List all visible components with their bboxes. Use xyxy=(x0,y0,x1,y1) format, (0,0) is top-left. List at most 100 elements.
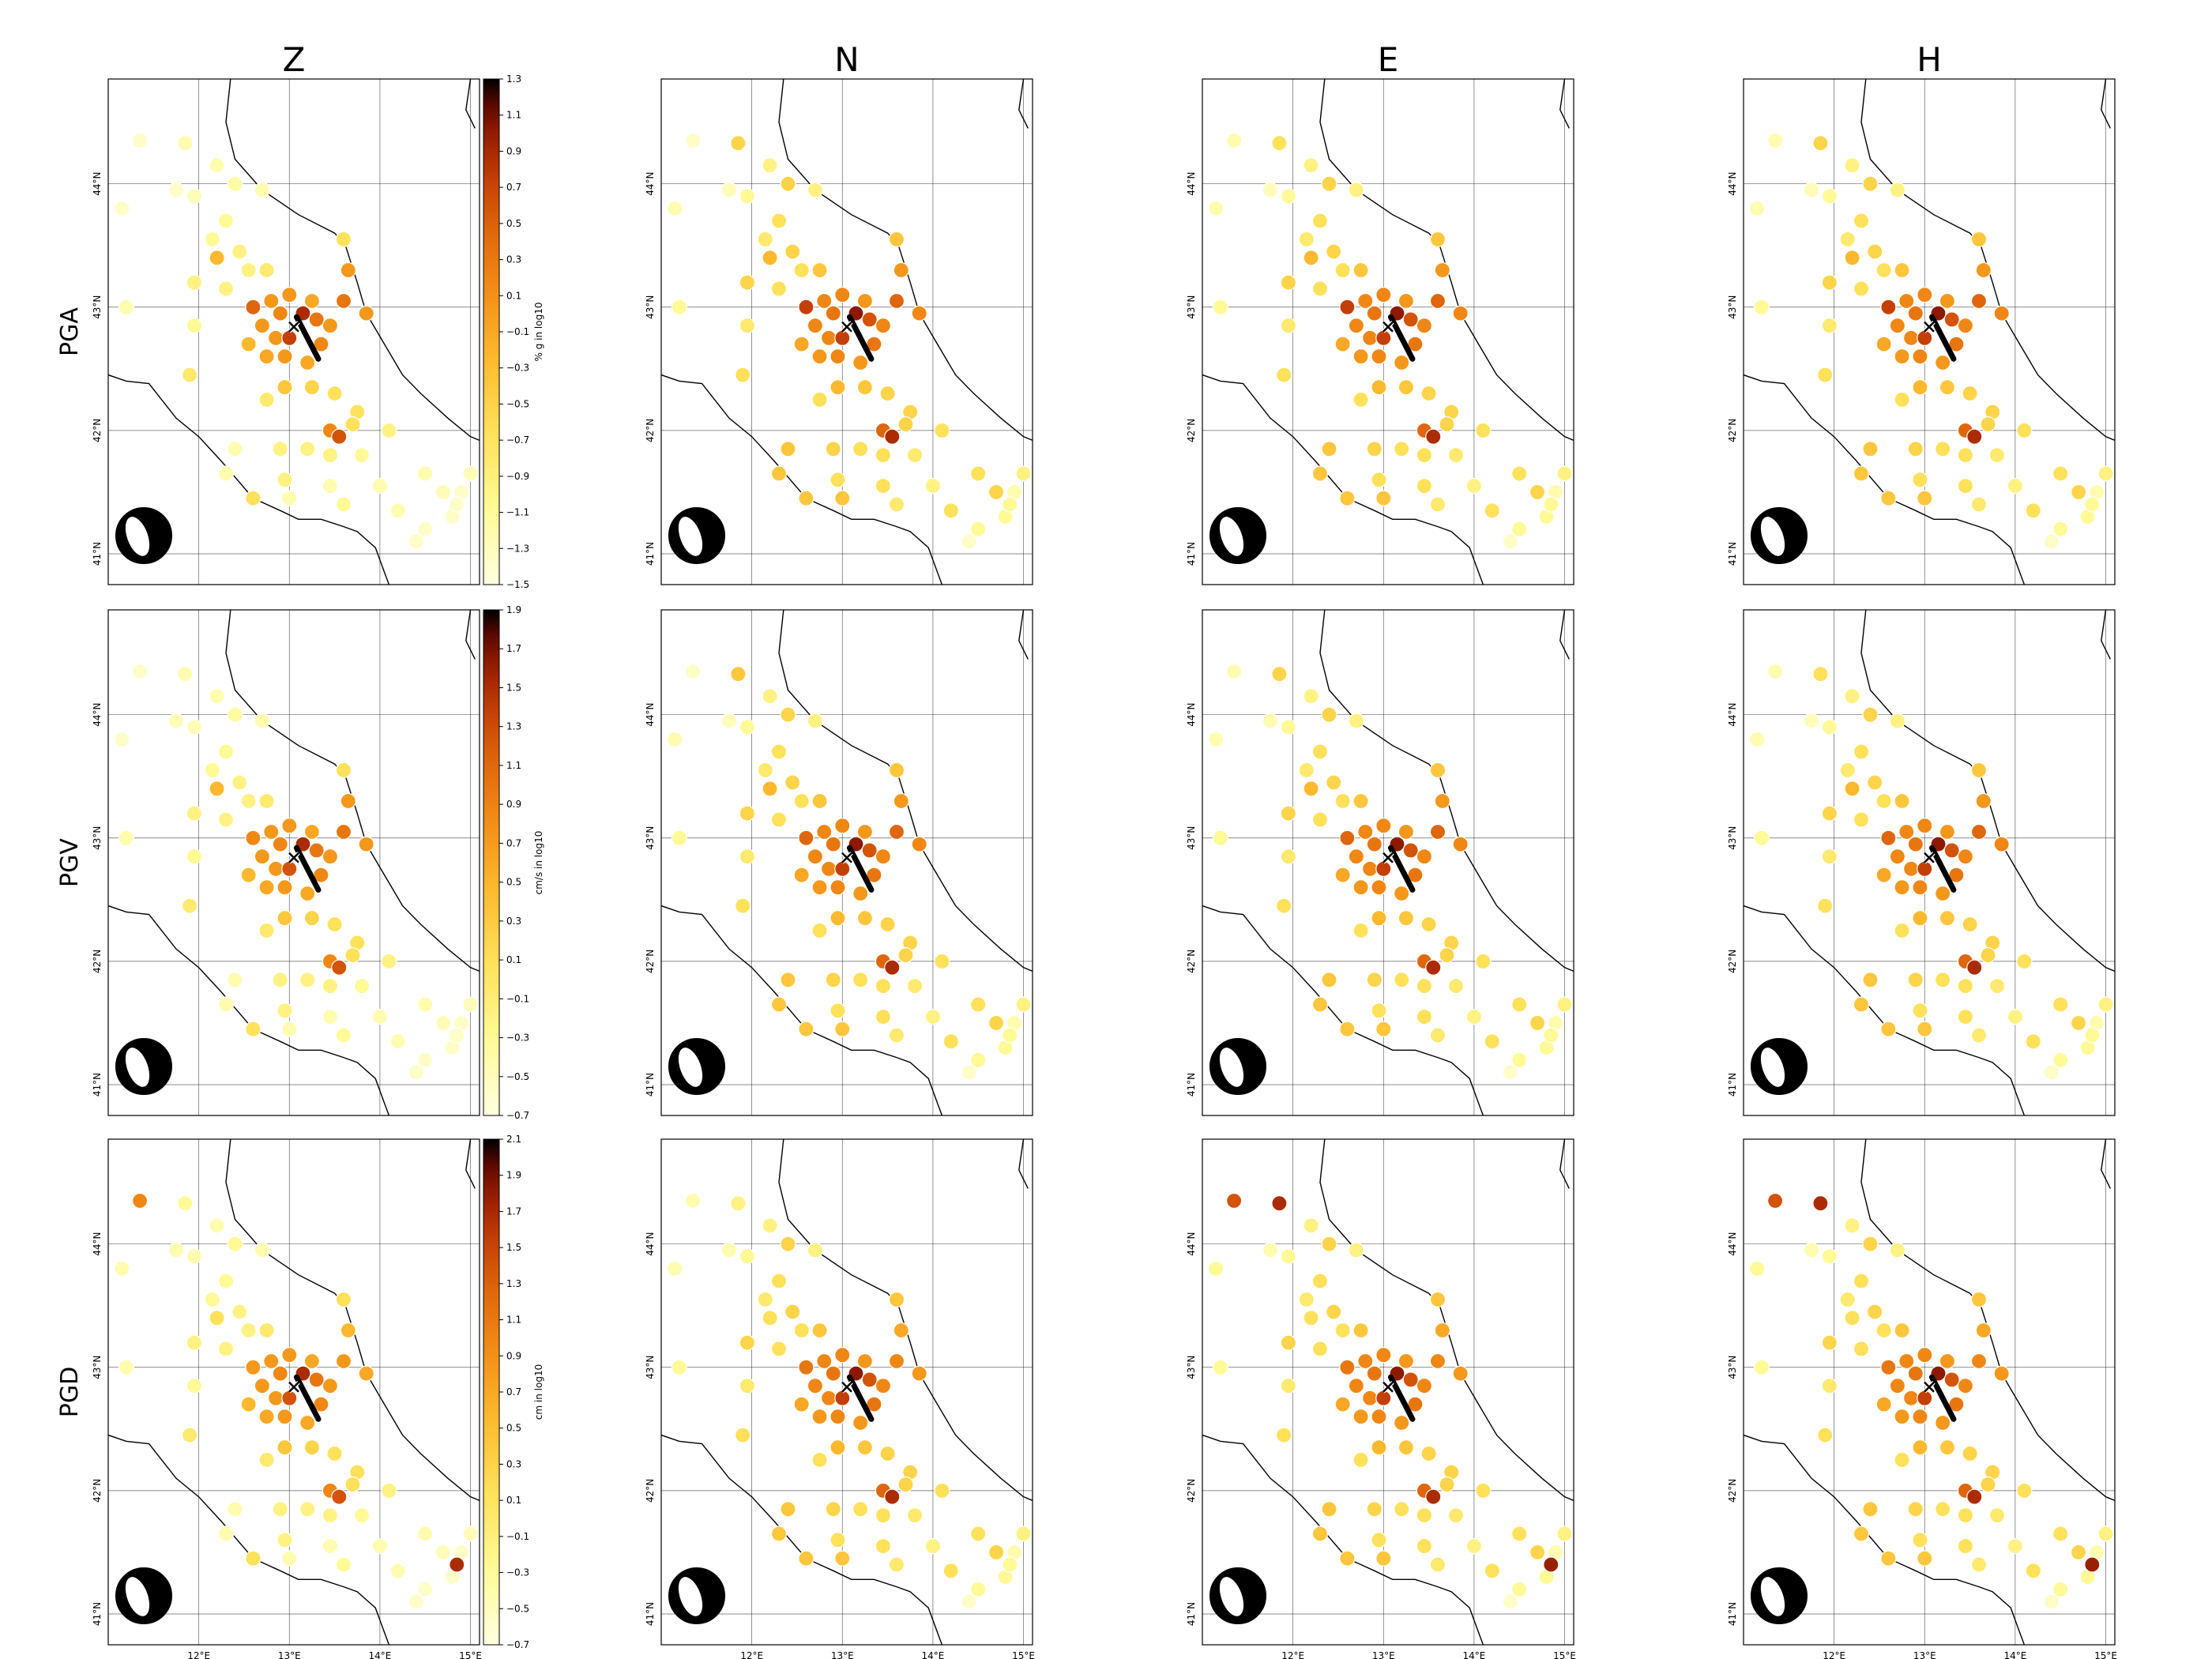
station-marker xyxy=(1753,1359,1770,1375)
lon-tick-label: 12°E xyxy=(187,1650,210,1659)
station-marker xyxy=(322,446,338,464)
station-marker xyxy=(276,472,293,488)
station-marker xyxy=(2071,1014,2087,1032)
station-marker xyxy=(739,719,756,735)
station-marker xyxy=(1348,848,1365,865)
station-marker xyxy=(1957,446,1973,464)
station-marker xyxy=(1398,910,1415,927)
lat-tick-label: 42°N xyxy=(645,950,656,973)
station-marker xyxy=(1352,922,1369,939)
station-marker xyxy=(1867,774,1883,791)
station-marker xyxy=(1394,1414,1410,1431)
station-marker xyxy=(1375,1550,1392,1567)
fault-trace xyxy=(1928,314,1957,362)
station-marker xyxy=(1821,848,1838,865)
coastline-croatia xyxy=(1018,610,1029,660)
station-marker xyxy=(1402,311,1419,328)
station-marker xyxy=(770,280,788,297)
station-marker xyxy=(240,867,257,883)
station-marker xyxy=(970,1051,987,1068)
station-marker xyxy=(1821,318,1838,334)
station-marker xyxy=(299,1501,316,1518)
station-marker xyxy=(240,1396,257,1413)
lon-tick-label: 12°E xyxy=(1823,1650,1845,1659)
station-marker xyxy=(1821,719,1838,735)
station-marker xyxy=(1970,762,1988,779)
station-marker xyxy=(335,823,352,841)
station-marker xyxy=(893,261,909,279)
station-marker xyxy=(254,1242,270,1258)
focal-mechanism-icon xyxy=(1209,1567,1266,1624)
station-marker xyxy=(1821,188,1838,205)
station-marker xyxy=(911,1365,927,1382)
station-marker xyxy=(811,261,828,279)
station-marker xyxy=(1375,1390,1392,1406)
station-marker xyxy=(1371,1532,1387,1548)
station-marker xyxy=(1334,1322,1351,1339)
station-marker xyxy=(340,1322,356,1339)
station-marker xyxy=(1753,830,1770,846)
station-marker xyxy=(186,1378,202,1394)
station-marker xyxy=(1334,1396,1351,1413)
station-marker xyxy=(1912,879,1928,896)
station-marker xyxy=(1339,490,1356,506)
station-marker xyxy=(1988,977,2006,995)
station-marker xyxy=(830,1003,846,1019)
station-marker xyxy=(227,1236,243,1252)
station-marker xyxy=(204,1291,220,1308)
station-marker xyxy=(322,1378,338,1394)
lat-tick-label: 43°N xyxy=(1727,826,1738,850)
station-marker xyxy=(281,860,298,877)
colorbar-tick-label: −0.1 xyxy=(506,1531,529,1542)
station-marker xyxy=(1475,953,1492,970)
station-marker xyxy=(1529,1014,1546,1032)
station-marker xyxy=(1398,823,1415,841)
station-marker xyxy=(1225,1192,1243,1209)
station-marker xyxy=(1484,502,1500,519)
station-marker xyxy=(1371,879,1387,896)
station-marker xyxy=(911,836,927,852)
station-marker xyxy=(1280,719,1297,735)
station-marker xyxy=(276,1409,293,1425)
station-marker xyxy=(217,743,235,760)
station-marker xyxy=(1839,762,1856,779)
lat-tick-label: 43°N xyxy=(645,826,656,850)
station-marker xyxy=(1339,830,1356,846)
station-marker xyxy=(1812,135,1829,152)
station-marker xyxy=(114,731,130,748)
station-marker xyxy=(258,792,275,810)
station-marker xyxy=(268,1390,284,1406)
station-marker xyxy=(1425,1488,1442,1505)
station-marker xyxy=(353,1507,371,1524)
station-marker xyxy=(335,231,352,247)
station-marker xyxy=(1917,1390,1933,1406)
station-marker xyxy=(1957,1537,1973,1555)
colorbar-label: % g in log10 xyxy=(533,303,544,362)
station-marker xyxy=(1366,1501,1382,1518)
station-marker xyxy=(852,1501,869,1518)
station-marker xyxy=(1416,1537,1433,1555)
fault-trace xyxy=(1928,845,1957,893)
station-marker xyxy=(856,823,874,841)
station-marker xyxy=(245,1359,261,1375)
station-marker xyxy=(353,446,371,464)
station-marker xyxy=(1271,1195,1288,1212)
station-marker xyxy=(879,1445,896,1462)
station-marker xyxy=(1862,1501,1879,1518)
station-marker xyxy=(217,465,235,482)
map-panel-pgv-n: 44°N 43°N 42°N 41°N xyxy=(645,609,1033,1116)
station-marker xyxy=(780,1501,796,1518)
station-marker xyxy=(281,490,298,506)
station-marker xyxy=(303,292,320,310)
station-marker xyxy=(1935,1414,1951,1431)
map-frame xyxy=(1743,1138,2116,1646)
station-marker xyxy=(281,1021,298,1037)
station-marker xyxy=(856,379,874,396)
station-marker xyxy=(132,132,149,149)
lat-tick-label: 44°N xyxy=(92,172,103,196)
station-marker xyxy=(1262,182,1279,198)
station-marker xyxy=(2025,502,2041,519)
station-marker xyxy=(1917,1347,1933,1364)
station-marker xyxy=(1767,1192,1784,1209)
station-marker xyxy=(1371,472,1387,488)
